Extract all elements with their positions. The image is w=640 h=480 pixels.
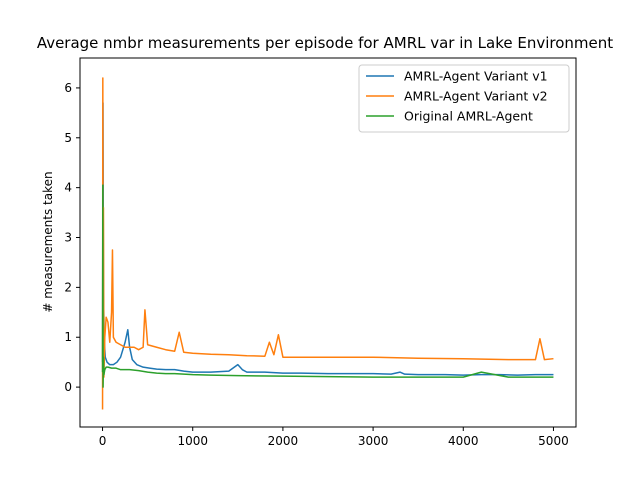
legend-label-1: AMRL-Agent Variant v1 xyxy=(404,69,548,84)
x-tick-label: 4000 xyxy=(448,434,479,448)
y-tick-label: 5 xyxy=(64,131,72,145)
legend-label-2: AMRL-Agent Variant v2 xyxy=(404,89,548,104)
x-tick-label: 1000 xyxy=(177,434,208,448)
y-tick-label: 3 xyxy=(64,231,72,245)
series-line-2 xyxy=(101,77,554,410)
series-line-3 xyxy=(101,184,554,388)
x-tick-label: 5000 xyxy=(538,434,569,448)
y-tick-label: 4 xyxy=(64,181,72,195)
y-tick-label: 6 xyxy=(64,81,72,95)
plot-frame xyxy=(79,57,577,428)
x-tick-label: 0 xyxy=(99,434,107,448)
chart-title: Average nmbr measurements per episode fo… xyxy=(37,34,613,52)
x-tick-label: 2000 xyxy=(268,434,299,448)
series-line-1 xyxy=(101,102,554,376)
legend: AMRL-Agent Variant v1 AMRL-Agent Variant … xyxy=(358,64,570,133)
x-axis: 0 1000 2000 3000 4000 5000 xyxy=(99,427,569,448)
series-layer xyxy=(101,77,554,410)
y-tick-label: 1 xyxy=(64,330,72,344)
legend-label-3: Original AMRL-Agent xyxy=(404,109,533,124)
y-tick-label: 0 xyxy=(64,380,72,394)
y-axis: 0 1 2 3 4 5 6 xyxy=(64,81,80,394)
plot-area xyxy=(79,57,577,428)
y-axis-label: # measurements taken xyxy=(41,171,55,312)
x-tick-label: 3000 xyxy=(358,434,389,448)
y-tick-label: 2 xyxy=(64,280,72,294)
legend-frame xyxy=(358,64,570,133)
